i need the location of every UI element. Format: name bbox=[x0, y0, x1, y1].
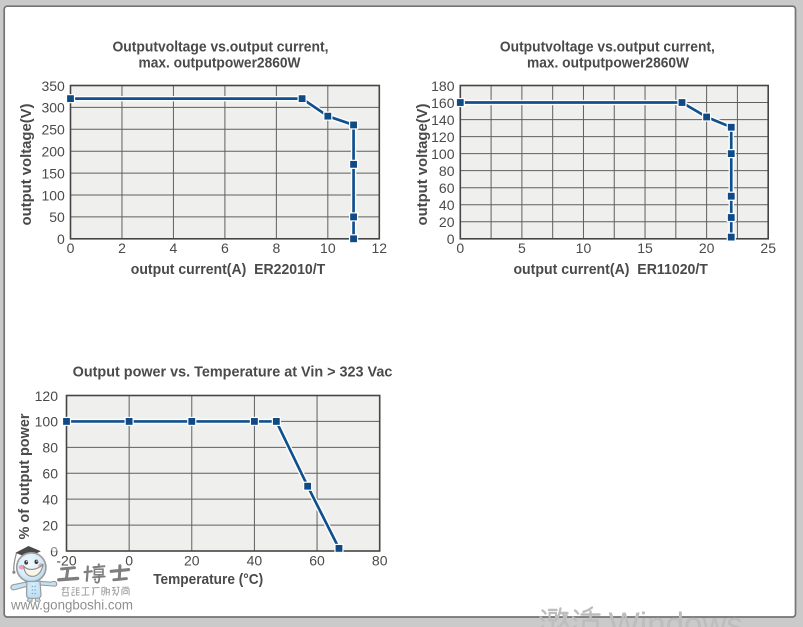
svg-text:60: 60 bbox=[439, 180, 455, 196]
svg-text:250: 250 bbox=[41, 122, 65, 138]
svg-text:25: 25 bbox=[760, 240, 776, 256]
svg-text:output current(A) ER11020/T: output current(A) ER11020/T bbox=[513, 261, 708, 278]
svg-text:20: 20 bbox=[699, 240, 715, 256]
svg-text:140: 140 bbox=[431, 112, 455, 128]
svg-text:350: 350 bbox=[41, 78, 65, 94]
svg-text:80: 80 bbox=[439, 163, 455, 179]
svg-text:Windows: Windows bbox=[609, 606, 744, 627]
svg-text:120: 120 bbox=[431, 129, 455, 145]
svg-text:20: 20 bbox=[42, 517, 58, 533]
svg-text:60: 60 bbox=[309, 552, 325, 568]
svg-text:8: 8 bbox=[272, 240, 280, 256]
svg-text:100: 100 bbox=[41, 187, 65, 203]
svg-text:% of output power: % of output power bbox=[16, 413, 33, 539]
svg-text:-20: -20 bbox=[56, 552, 76, 568]
svg-text:20: 20 bbox=[439, 214, 455, 230]
svg-text:100: 100 bbox=[431, 146, 455, 162]
svg-text:Outputvoltage vs.output curren: Outputvoltage vs.output current, bbox=[500, 39, 715, 56]
svg-text:15: 15 bbox=[637, 240, 653, 256]
svg-text:10: 10 bbox=[320, 240, 336, 256]
svg-text:www.gongboshi.com: www.gongboshi.com bbox=[10, 598, 133, 613]
svg-text:40: 40 bbox=[247, 552, 263, 568]
svg-text:0: 0 bbox=[456, 240, 464, 256]
svg-text:0: 0 bbox=[50, 543, 58, 559]
svg-text:200: 200 bbox=[41, 144, 65, 160]
svg-text:12: 12 bbox=[372, 240, 388, 256]
svg-text:150: 150 bbox=[41, 165, 65, 181]
svg-text:80: 80 bbox=[42, 440, 58, 456]
svg-text:Outputvoltage vs.output curren: Outputvoltage vs.output current, bbox=[113, 39, 329, 56]
svg-text:4: 4 bbox=[170, 240, 178, 256]
svg-text:max. outputpower2860W: max. outputpower2860W bbox=[527, 55, 690, 72]
svg-text:40: 40 bbox=[439, 197, 455, 213]
svg-text:20: 20 bbox=[184, 552, 200, 568]
svg-text:0: 0 bbox=[125, 552, 133, 568]
svg-text:160: 160 bbox=[431, 95, 455, 111]
svg-text:max. outputpower2860W: max. outputpower2860W bbox=[139, 55, 302, 72]
svg-text:output current(A) ER22010/T: output current(A) ER22010/T bbox=[131, 261, 326, 278]
svg-text:6: 6 bbox=[221, 240, 229, 256]
svg-text:180: 180 bbox=[431, 78, 455, 94]
svg-text:0: 0 bbox=[447, 231, 455, 247]
svg-text:0: 0 bbox=[57, 231, 65, 247]
svg-text:80: 80 bbox=[372, 552, 388, 568]
svg-text:50: 50 bbox=[49, 209, 65, 225]
svg-text:100: 100 bbox=[35, 414, 59, 430]
svg-text:output voltage(V): output voltage(V) bbox=[414, 104, 431, 226]
svg-text:5: 5 bbox=[518, 240, 526, 256]
svg-text:10: 10 bbox=[576, 240, 592, 256]
svg-text:output voltage(V): output voltage(V) bbox=[18, 104, 35, 226]
svg-text:Output power vs. Temperature a: Output power vs. Temperature at Vin > 32… bbox=[73, 364, 393, 381]
svg-text:40: 40 bbox=[42, 491, 58, 507]
svg-text:60: 60 bbox=[42, 466, 58, 482]
svg-text:0: 0 bbox=[67, 240, 75, 256]
svg-text:2: 2 bbox=[118, 240, 126, 256]
svg-text:300: 300 bbox=[41, 100, 65, 116]
svg-text:120: 120 bbox=[35, 388, 59, 404]
svg-text:Temperature (°C): Temperature (°C) bbox=[153, 571, 263, 588]
